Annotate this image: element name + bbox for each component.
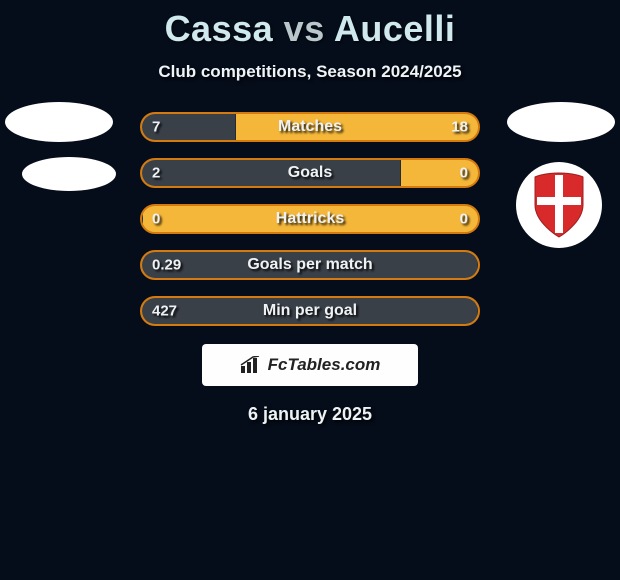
stat-bar-value-right: 0 [460, 165, 468, 182]
stat-bar-value-right: 0 [460, 211, 468, 228]
stat-bar: Matches 7 18 [140, 112, 480, 142]
fctables-logo[interactable]: FcTables.com [202, 344, 418, 386]
subtitle: Club competitions, Season 2024/2025 [0, 62, 620, 82]
avatar-placeholder-left-2 [22, 157, 116, 191]
stat-bar-label: Hattricks [276, 210, 344, 228]
club-badge-right [516, 162, 602, 248]
stat-bar-label: Goals [288, 164, 332, 182]
title-vs: vs [284, 8, 325, 49]
stat-bar-value-left: 7 [152, 119, 160, 136]
date-text: 6 january 2025 [0, 404, 620, 425]
page-title: Cassa vs Aucelli [0, 0, 620, 50]
stat-bar-label: Matches [278, 118, 342, 136]
stat-bar: Goals per match 0.29 [140, 250, 480, 280]
stat-bar-value-left: 427 [152, 303, 177, 320]
stat-bar-fill [142, 160, 401, 186]
stat-bar-fill [142, 206, 143, 232]
avatar-placeholder-right-1 [507, 102, 615, 142]
stat-bar-value-left: 2 [152, 165, 160, 182]
stat-bar: Goals 2 0 [140, 158, 480, 188]
stat-bar: Min per goal 427 [140, 296, 480, 326]
stat-bar-label: Min per goal [263, 302, 357, 320]
stat-bar-value-left: 0 [152, 211, 160, 228]
fctables-label: FcTables.com [268, 355, 381, 375]
avatar-placeholder-left-1 [5, 102, 113, 142]
stat-bar: Hattricks 0 0 [140, 204, 480, 234]
comparison-area: Matches 7 18 Goals 2 0 Hattricks 0 0 Goals per ma… [0, 112, 620, 326]
title-player1: Cassa [165, 8, 274, 49]
title-player2: Aucelli [334, 8, 456, 49]
shield-icon [531, 171, 587, 239]
stat-bar-value-right: 18 [451, 119, 468, 136]
stat-bars: Matches 7 18 Goals 2 0 Hattricks 0 0 Goals per ma… [140, 112, 480, 326]
stat-bar-value-left: 0.29 [152, 257, 181, 274]
bar-chart-icon [240, 356, 262, 374]
stat-bar-label: Goals per match [247, 256, 372, 274]
